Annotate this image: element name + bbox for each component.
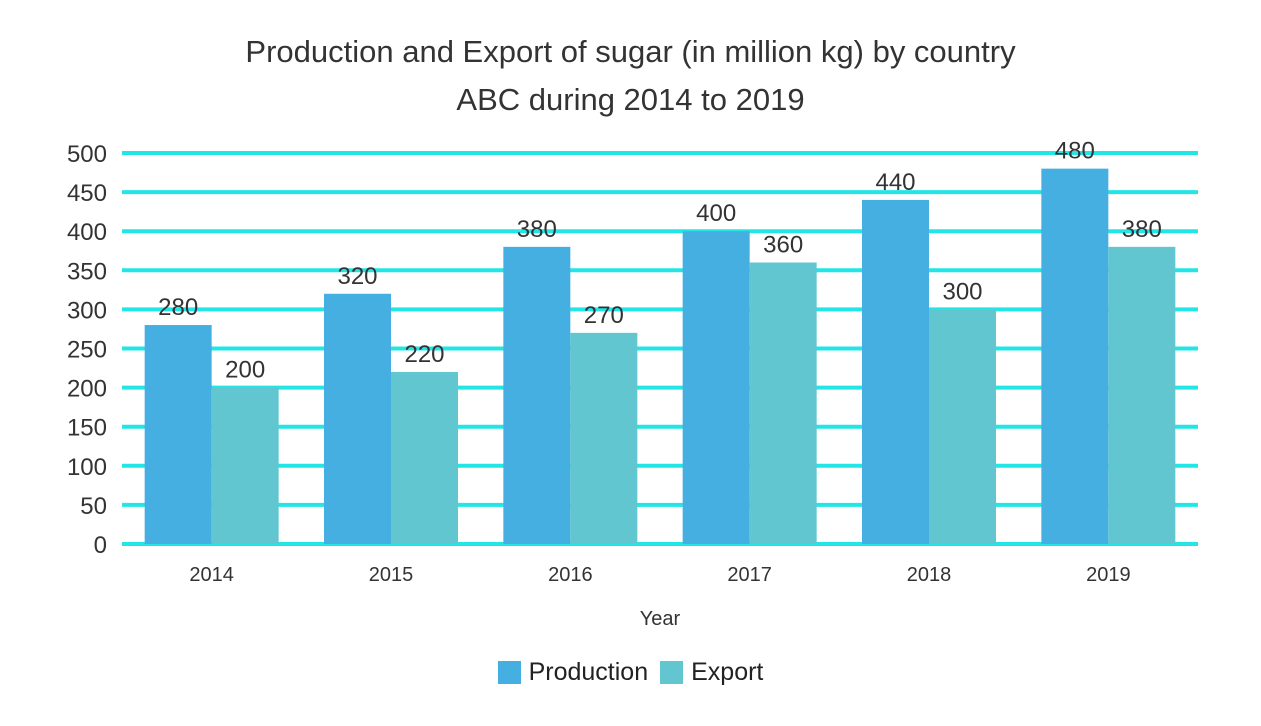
- gridlines: [122, 151, 1198, 546]
- bar-production-2016: [503, 246, 571, 544]
- chart-title: Production and Export of sugar (in milli…: [0, 28, 1261, 124]
- data-label-export-2014: 200: [225, 357, 265, 384]
- chart-title-line-1: Production and Export of sugar (in milli…: [245, 34, 1016, 69]
- data-label-production-2014: 280: [158, 294, 198, 321]
- chart-title-line-2: ABC during 2014 to 2019: [456, 82, 805, 117]
- bar-production-2018: [862, 199, 929, 545]
- data-label-export-2017: 360: [763, 231, 803, 258]
- data-label-production-2018: 440: [875, 169, 915, 196]
- data-label-production-2017: 400: [696, 200, 736, 227]
- data-label-export-2016: 270: [584, 302, 624, 329]
- x-tick-label-2016: 2016: [548, 564, 593, 586]
- x-tick-label-2019: 2019: [1086, 564, 1131, 586]
- bar-export-2018: [929, 309, 996, 544]
- y-tick-label-500: 500: [67, 141, 107, 168]
- y-tick-label-350: 350: [67, 258, 107, 285]
- data-label-export-2015: 220: [404, 341, 444, 368]
- y-tick-label-300: 300: [67, 297, 107, 324]
- legend-swatch-production: [497, 661, 521, 684]
- x-axis-ticks: 2014 2015 2016 2017 2018 2019: [189, 564, 1130, 586]
- legend-label-export: Export: [691, 658, 764, 686]
- bar-production-2014: [144, 325, 212, 544]
- bar-production-2017: [682, 231, 750, 544]
- y-axis-ticks: 0 50 100 150 200 250 300 350 400 450 500: [67, 141, 107, 559]
- legend-swatch-export: [660, 661, 684, 684]
- data-label-production-2019: 480: [1055, 138, 1095, 165]
- legend-item-export: Export: [660, 658, 763, 687]
- x-tick-label-2014: 2014: [189, 564, 234, 586]
- y-tick-label-50: 50: [80, 493, 107, 520]
- bar-export-2019: [1108, 246, 1176, 544]
- y-tick-label-100: 100: [67, 454, 107, 481]
- bar-production-2015: [324, 293, 391, 544]
- bar-production-2019: [1041, 168, 1109, 544]
- bar-export-2015: [391, 371, 458, 544]
- x-tick-label-2015: 2015: [369, 564, 414, 586]
- y-tick-label-150: 150: [67, 415, 107, 442]
- data-label-export-2018: 300: [942, 278, 982, 305]
- bar-export-2014: [211, 387, 279, 544]
- data-label-production-2015: 320: [337, 263, 377, 290]
- data-labels: 280 200 320 220 380 270 400 360 440 300 480 380: [158, 138, 1162, 384]
- legend: Production Export: [0, 658, 1261, 687]
- y-tick-label-400: 400: [67, 219, 107, 246]
- bars: [144, 168, 1176, 545]
- y-tick-label-450: 450: [67, 180, 107, 207]
- y-tick-label-200: 200: [67, 376, 107, 403]
- x-tick-label-2017: 2017: [727, 564, 772, 586]
- data-label-production-2016: 380: [517, 216, 557, 243]
- y-tick-label-250: 250: [67, 337, 107, 364]
- bar-export-2017: [749, 262, 817, 544]
- data-label-export-2019: 380: [1122, 216, 1162, 243]
- legend-label-production: Production: [528, 658, 649, 686]
- legend-item-production: Production: [497, 658, 649, 687]
- bar-export-2016: [570, 332, 638, 544]
- x-axis-title: Year: [640, 608, 681, 630]
- x-tick-label-2018: 2018: [907, 564, 952, 586]
- y-tick-label-0: 0: [94, 532, 107, 559]
